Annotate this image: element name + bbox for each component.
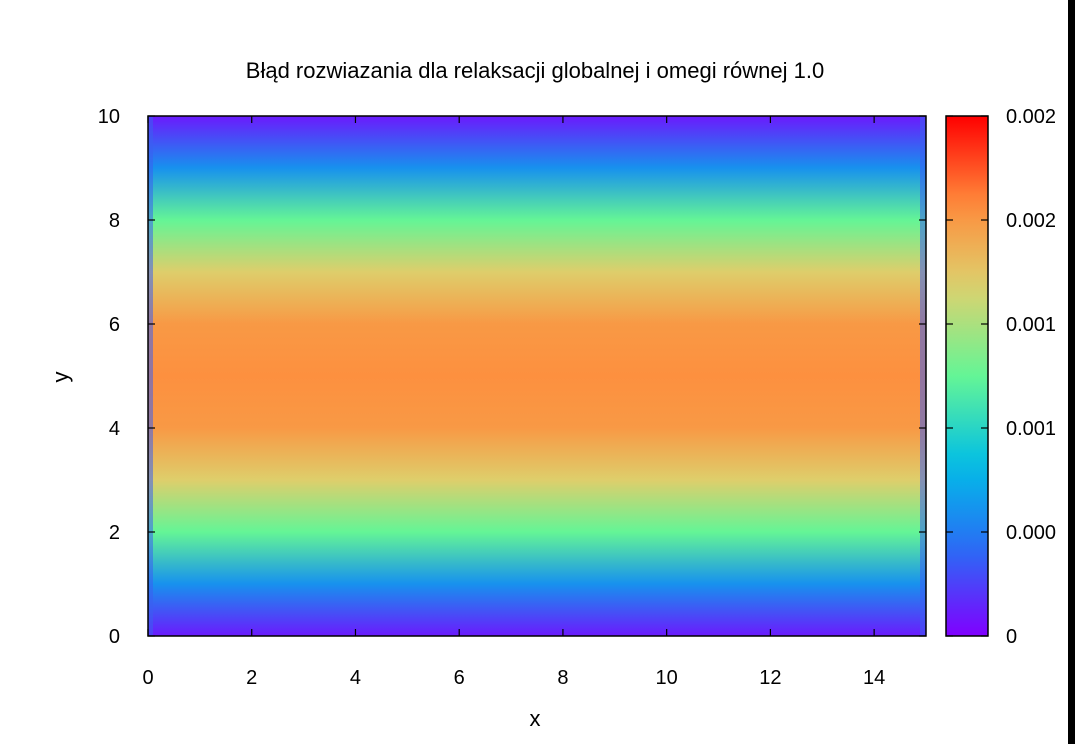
heatmap-field bbox=[148, 116, 926, 636]
x-tick-label: 0 bbox=[142, 667, 153, 689]
y-axis-label: y bbox=[48, 372, 73, 383]
x-tick-label: 8 bbox=[557, 667, 568, 689]
colorbar-tick-label: 0.002 bbox=[1006, 210, 1056, 232]
y-tick-label: 2 bbox=[109, 522, 120, 544]
x-tick-label: 2 bbox=[246, 667, 257, 689]
y-axis-ticks: 0 2 4 6 8 10 bbox=[98, 106, 926, 648]
y-tick-label: 6 bbox=[109, 314, 120, 336]
colorbar bbox=[945, 115, 989, 637]
colorbar-tick-label: 0.001 bbox=[1006, 314, 1056, 336]
x-tick-label: 14 bbox=[863, 667, 885, 689]
colorbar-tick-label: 0.000 bbox=[1006, 522, 1056, 544]
x-tick-label: 10 bbox=[656, 667, 678, 689]
y-tick-label: 10 bbox=[98, 106, 120, 128]
window-edge bbox=[1068, 0, 1075, 744]
x-tick-label: 12 bbox=[759, 667, 781, 689]
y-tick-label: 4 bbox=[109, 418, 120, 440]
x-axis-label: x bbox=[530, 706, 541, 731]
heatmap-left-edge bbox=[148, 116, 153, 636]
x-tick-label: 4 bbox=[350, 667, 361, 689]
colorbar-tick-label: 0.002 bbox=[1006, 106, 1056, 128]
colorbar-tick-label: 0 bbox=[1006, 626, 1017, 648]
heatmap-right-edge bbox=[920, 116, 926, 636]
plot-frame bbox=[147, 115, 927, 637]
colorbar-ticks: 0 0.000 0.001 0.001 0.002 0.002 bbox=[946, 106, 1056, 648]
x-axis-ticks: 0 2 4 6 8 10 12 14 bbox=[142, 116, 885, 689]
colorbar-tick-label: 0.001 bbox=[1006, 418, 1056, 440]
y-tick-label: 8 bbox=[109, 210, 120, 232]
chart-title: Błąd rozwiazania dla relaksacji globalne… bbox=[246, 58, 824, 83]
y-tick-label: 0 bbox=[109, 626, 120, 648]
x-tick-label: 6 bbox=[454, 667, 465, 689]
